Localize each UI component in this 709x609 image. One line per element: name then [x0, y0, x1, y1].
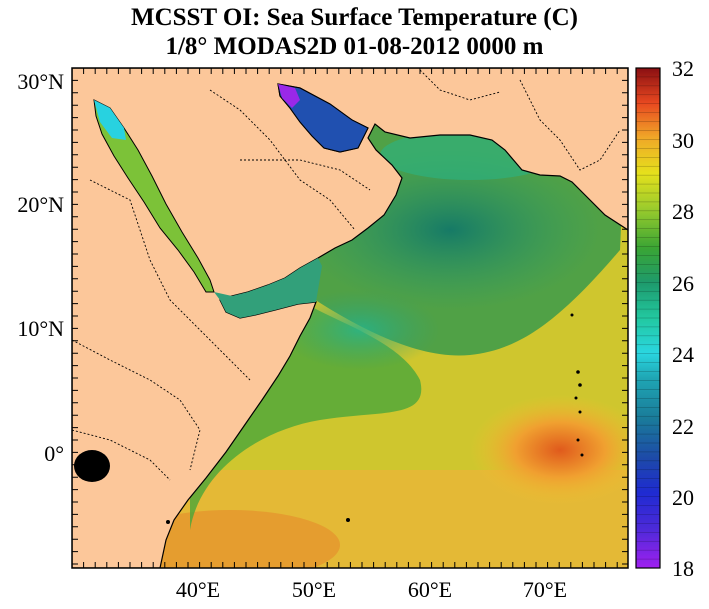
lon-tick-70e: 70°E: [523, 577, 567, 602]
colorbar-label-28: 28: [672, 199, 694, 224]
colorbar-label-18: 18: [672, 556, 694, 581]
gulf-of-aden: [214, 258, 322, 318]
map-title: MCSST OI: Sea Surface Temperature (C): [131, 4, 578, 31]
gulf-purple-tip: [278, 84, 300, 108]
lon-tick-60e: 60°E: [408, 577, 452, 602]
map-subtitle: 1/8° MODAS2D 01-08-2012 0000 m: [165, 33, 544, 60]
lat-tick-0: 0°: [44, 441, 64, 466]
colorbar-label-22: 22: [672, 414, 694, 439]
cool-upwelling-somali: [280, 290, 440, 370]
lon-tick-40e: 40°E: [176, 577, 220, 602]
colorbar: 32 30 28 26 24 22 20 18: [635, 56, 694, 581]
map-area: [72, 68, 628, 568]
warm-patch-equatorial: [470, 395, 628, 505]
colorbar-label-30: 30: [672, 128, 694, 153]
colorbar-label-20: 20: [672, 485, 694, 510]
lat-tick-30n: 30°N: [17, 69, 64, 94]
red-sea: [93, 99, 215, 293]
lat-axis: 30°N 20°N 10°N 0°: [17, 69, 64, 466]
lake-victoria: [74, 450, 110, 482]
lat-tick-20n: 20°N: [17, 192, 64, 217]
warm-patch-sw: [120, 510, 340, 568]
islands: [166, 313, 584, 524]
colorbar-label-24: 24: [672, 342, 694, 367]
colorbar-label-32: 32: [672, 56, 694, 81]
colorbar-gradient: [636, 68, 660, 568]
lat-tick-10n: 10°N: [17, 316, 64, 341]
colorbar-frame: [635, 67, 661, 569]
lon-tick-50e: 50°E: [292, 577, 336, 602]
persian-gulf: [277, 83, 369, 153]
lon-axis: 40°E 50°E 60°E 70°E: [176, 577, 567, 602]
red-sea-north-cool: [94, 100, 126, 140]
country-borders: [72, 69, 621, 481]
frame-minor-ticks: [71, 67, 628, 568]
colorbar-label-26: 26: [672, 271, 694, 296]
